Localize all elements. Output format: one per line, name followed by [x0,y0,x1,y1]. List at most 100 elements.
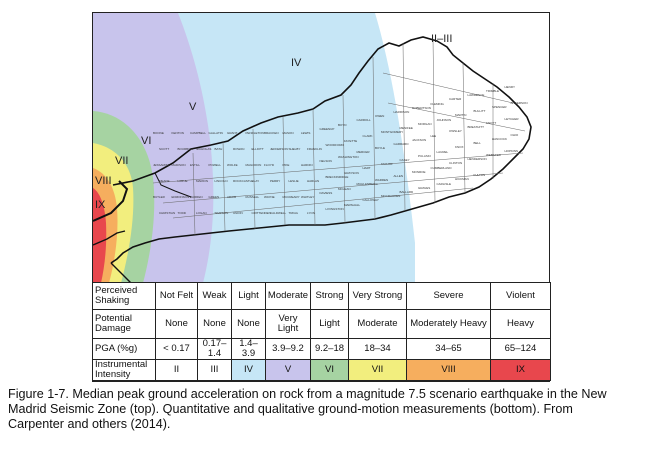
county-label: SHELBY [288,147,301,151]
county-label: PERRY [270,179,281,183]
county-label: BREATHITT [467,125,484,130]
scale-row: PGA (%g) < 0.17 0.17– 1.4 1.4–3.9 3.9–9.2 9.2… [92,338,551,360]
county-label: OWSLEY [449,129,462,134]
scale-cell: 0.17– 1.4 [197,338,232,360]
scale-cell: 9.2–18 [310,338,349,360]
county-label: EDMONSON [171,195,190,199]
county-label: NICHOLAS [196,147,212,151]
county-label: CLARK [362,134,373,139]
county-label: HICKMAN [455,177,469,182]
county-label: ALLEN [393,174,404,178]
county-label: FLEMING [430,101,444,106]
county-label: MARSHALL [344,202,361,207]
scale-cell: III [197,359,232,381]
county-label: BRACKEN [264,131,279,135]
county-label: LYON [307,211,315,215]
county-label: MCCREARY [282,195,300,199]
county-label: WHITLEY [301,195,315,199]
scale-cell: Very Strong [348,282,407,310]
scale-row: Instrumental Intensity II III IV V VI VII VIII I… [92,359,551,381]
scale-cell: Severe [406,282,491,310]
county-label: HOPKINS [504,148,519,153]
county-label: BOONE [153,131,164,135]
county-label: OWEN [375,114,385,119]
county-label: LAWRENCE [467,93,485,98]
county-label: TRIMBLE [486,89,500,93]
county-label: MORGAN [418,121,432,126]
county-label: CHRISTIAN [159,211,176,215]
scale-cell: II [155,359,198,381]
county-label: GREENUP [319,126,335,131]
county-label: ELLIOTT [251,147,264,151]
county-label: CARTER [449,97,462,102]
zone-vii-label: VII [115,155,129,167]
county-label: CASEY [399,158,410,162]
kentucky-outline [110,36,532,264]
county-label: BATH [214,147,223,151]
county-label: HART [362,166,371,171]
scale-cell: Violent [490,282,551,310]
scale-cell: Heavy [490,309,551,339]
county-label: CUMBERLAND [430,165,452,170]
county-label: MARION [196,179,208,183]
county-label: BOYLE [375,146,386,151]
county-label: CARROLL [356,118,371,123]
county-label: MUHLENBERG [356,182,378,187]
county-label: GARRARD [393,142,409,146]
county-label: WOODFORD [325,142,344,147]
county-label: WEBSTER [486,153,501,157]
county-label: LINCOLN [214,179,228,183]
county-label: TAYLOR [381,162,393,167]
county-label: TODD [177,211,186,215]
county-label: FAYETTE [344,138,358,143]
county-label: LEWIS [301,131,311,135]
county-label: CARLISLE [436,181,452,186]
county-label: KNOX [455,145,464,150]
county-label: ADAIR [227,195,237,199]
county-label: LIVINGSTON [325,206,344,211]
scale-cell: V [265,359,311,381]
scale-row: Perceived Shaking Not Felt Weak Light Modera… [92,282,551,310]
scale-cell: Moderate [348,309,407,339]
river-line [93,230,126,246]
scale-cell: IX [490,359,551,381]
scale-cell: Moderate [265,282,311,310]
county-label: GREEN [208,195,220,199]
scale-cell: IV [231,359,266,381]
zone-ix-area [93,188,107,283]
county-label: WARREN [375,178,389,183]
county-label: OHIO [510,132,519,137]
scale-cell: Very Light [265,309,311,339]
county-label: LAUREL [436,149,449,154]
county-label: TRIGG [288,211,299,215]
county-label: BALLARD [399,190,414,194]
county-label: JOHNSON [436,117,452,122]
county-label: MARTIN [455,113,467,118]
county-label: ESTILL [190,163,201,167]
county-label: PIKE [282,163,290,167]
county-label: CALLOWAY [362,198,379,203]
scale-cell: Light [231,282,266,310]
scale-cell: Moderately Heavy [406,309,491,339]
scale-cell: 34–65 [406,338,491,360]
scale-cell: None [231,309,266,339]
county-label: MONROE [412,169,426,174]
county-label: CRITTENDEN [251,211,271,215]
scale-cell: VII [348,359,407,381]
county-label: CLAY [251,179,260,183]
county-label: HARDIN [301,163,313,167]
zone-viii-label: VIII [95,175,112,187]
county-label: RUSSELL [245,195,260,199]
county-label: BRECKINRIDGE [325,174,349,179]
county-label: JACKSON [412,137,427,142]
county-label: BELL [473,141,481,146]
county-label: KENTON [171,131,184,135]
county-label: FULTON [473,173,486,178]
scale-row-label: Instrumental Intensity [92,359,156,381]
county-label: WOLFE [227,163,238,167]
river-line [93,180,129,222]
scale-row-label: Potential Damage [92,309,156,339]
county-label: FRANKLIN [307,147,322,151]
scale-cell: Weak [197,282,232,310]
river-line [154,172,192,198]
